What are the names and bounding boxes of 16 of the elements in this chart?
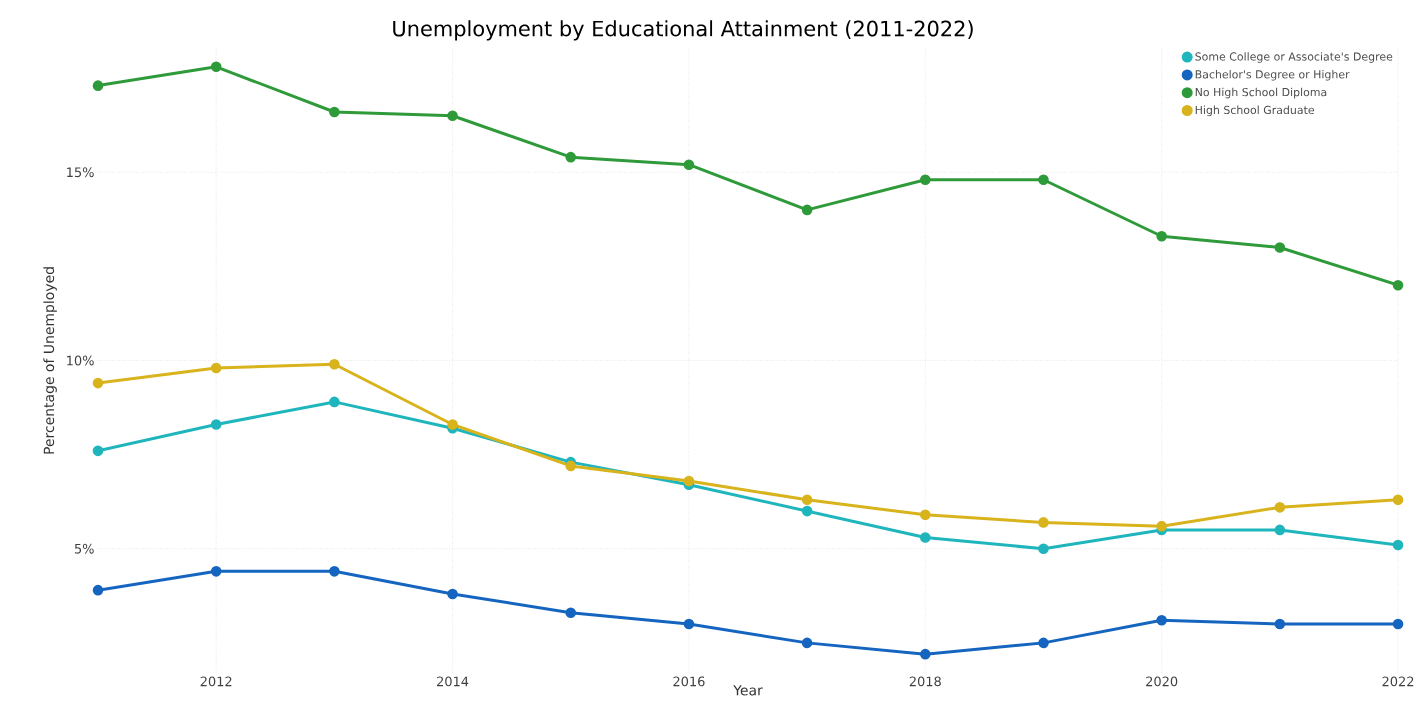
x-tick-label: 2014: [437, 676, 469, 687]
legend-label: Bachelor's Degree or Higher: [1195, 69, 1350, 81]
chart-title: Unemployment by Educational Attainment (2011-2022): [393, 20, 973, 41]
legend-label: Some College or Associate's Degree: [1195, 52, 1393, 63]
y-tick-label: 15%: [67, 167, 94, 178]
x-tick-label: 2018: [909, 676, 941, 687]
y-tick-label: 5%: [74, 543, 94, 554]
x-tick-label: 2012: [200, 676, 232, 687]
x-axis-title: Year: [733, 685, 763, 696]
y-tick-label: 10%: [67, 355, 94, 366]
y-axis-title: Percentage of Unemployed: [43, 267, 57, 454]
x-tick-label: 2016: [673, 676, 705, 687]
x-tick-label: 2022: [1382, 676, 1414, 687]
legend-label: No High School Diploma: [1195, 87, 1327, 99]
legend-label: High School Graduate: [1195, 105, 1315, 117]
x-tick-label: 2020: [1146, 676, 1178, 687]
